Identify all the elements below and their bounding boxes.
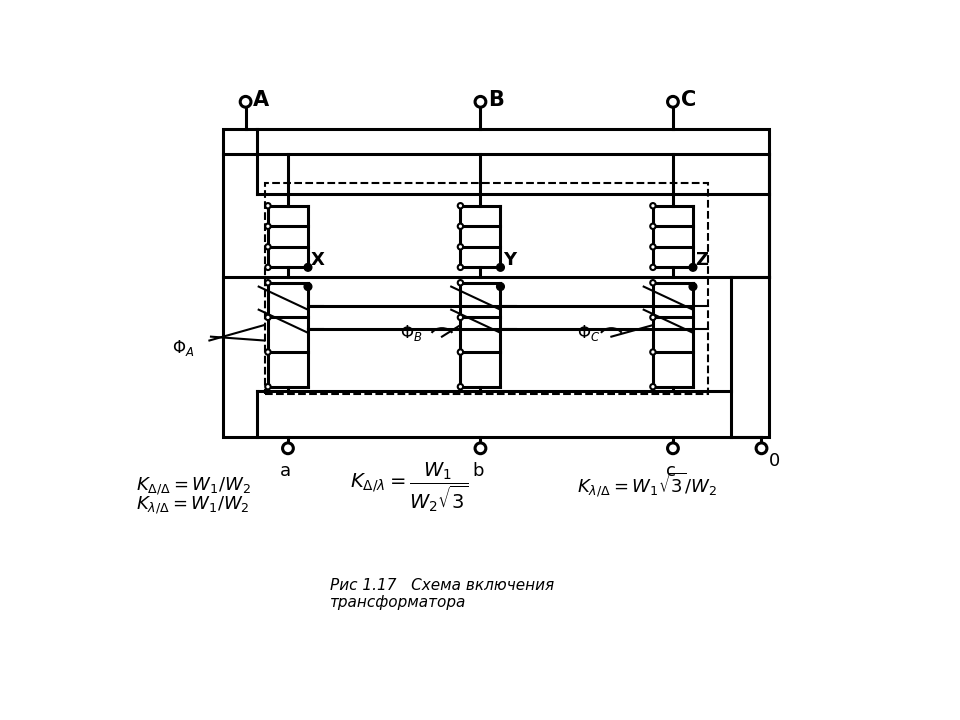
Circle shape [689, 264, 697, 271]
Circle shape [689, 283, 697, 290]
Text: c: c [665, 462, 676, 480]
Circle shape [458, 203, 463, 209]
Text: A: A [253, 90, 270, 110]
Circle shape [265, 224, 271, 229]
Circle shape [650, 265, 656, 270]
Circle shape [304, 283, 312, 290]
Circle shape [458, 384, 463, 390]
Circle shape [282, 443, 294, 454]
Text: $\Phi_A$: $\Phi_A$ [172, 338, 194, 358]
Circle shape [265, 265, 271, 270]
Circle shape [458, 265, 463, 270]
Text: $K_{\Delta/\lambda} = \dfrac{W_1}{W_2\sqrt{3}}$: $K_{\Delta/\lambda} = \dfrac{W_1}{W_2\sq… [349, 460, 468, 513]
Text: $K_{\lambda/\Delta} = W_1/W_2$: $K_{\lambda/\Delta} = W_1/W_2$ [136, 495, 250, 516]
Circle shape [265, 349, 271, 355]
Circle shape [756, 443, 767, 454]
Circle shape [475, 443, 486, 454]
Circle shape [304, 264, 312, 271]
Circle shape [650, 349, 656, 355]
Text: $\Phi_C$: $\Phi_C$ [577, 323, 600, 343]
Text: Y: Y [503, 251, 516, 269]
Text: 0: 0 [769, 452, 780, 470]
Circle shape [458, 349, 463, 355]
Text: B: B [488, 90, 504, 110]
Circle shape [650, 315, 656, 320]
Circle shape [667, 96, 679, 107]
Circle shape [650, 384, 656, 390]
Text: b: b [472, 462, 484, 480]
Circle shape [650, 203, 656, 209]
Text: a: a [280, 462, 291, 480]
Text: X: X [310, 251, 324, 269]
Circle shape [265, 280, 271, 285]
Bar [223, 129, 769, 437]
Circle shape [667, 443, 679, 454]
Text: $\Phi_B$: $\Phi_B$ [399, 323, 422, 343]
Circle shape [265, 315, 271, 320]
Circle shape [650, 280, 656, 285]
Circle shape [475, 96, 486, 107]
Circle shape [650, 224, 656, 229]
Circle shape [458, 280, 463, 285]
Circle shape [265, 203, 271, 209]
Text: Рис 1.17   Схема включения
трансформатора: Рис 1.17 Схема включения трансформатора [330, 577, 555, 610]
Circle shape [496, 264, 504, 271]
Circle shape [458, 315, 463, 320]
Text: C: C [681, 90, 696, 110]
Circle shape [265, 244, 271, 250]
Text: $K_{\Delta/\Delta} = W_1/W_2$: $K_{\Delta/\Delta} = W_1/W_2$ [136, 475, 252, 497]
Text: Z: Z [695, 251, 708, 269]
Circle shape [496, 283, 504, 290]
Circle shape [458, 244, 463, 250]
Circle shape [265, 384, 271, 390]
Circle shape [650, 244, 656, 250]
Circle shape [458, 224, 463, 229]
Circle shape [240, 96, 251, 107]
Text: $K_{\lambda/\Delta} = W_1\sqrt{3}/W_2$: $K_{\lambda/\Delta} = W_1\sqrt{3}/W_2$ [577, 470, 717, 498]
Bar [265, 183, 708, 395]
